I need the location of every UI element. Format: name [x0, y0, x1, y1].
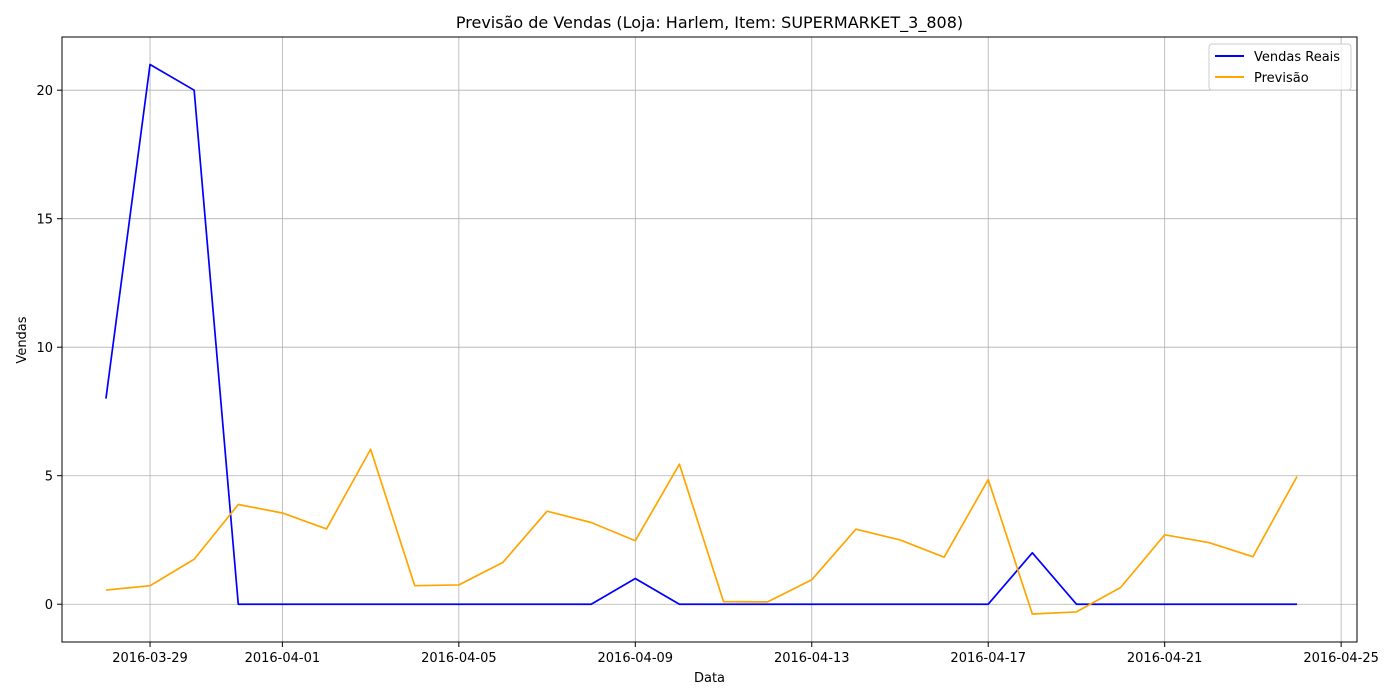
y-tick-label: 10 [36, 341, 53, 356]
x-tick-label: 2016-04-13 [774, 651, 850, 666]
series-line-vendas-reais [105, 63, 1298, 606]
x-axis: 2016-03-29 2016-04-01 2016-04-05 2016-04-09… [112, 642, 1379, 666]
legend-label-previsao: Previsão [1254, 71, 1309, 86]
x-tick-label: 2016-03-29 [112, 651, 188, 666]
y-tick-label: 0 [45, 598, 53, 613]
y-axis-title: Vendas [15, 316, 30, 363]
y-axis: 0 5 10 15 20 [36, 84, 62, 613]
y-tick-label: 5 [45, 470, 53, 485]
legend-box [1208, 43, 1352, 91]
grid-lines [62, 37, 1357, 642]
x-tick-label: 2016-04-17 [950, 651, 1026, 666]
x-tick-label: 2016-04-01 [245, 651, 321, 666]
x-axis-title: Data [694, 671, 725, 686]
x-tick-label: 2016-04-09 [598, 651, 674, 666]
x-tick-label: 2016-04-21 [1127, 651, 1203, 666]
series-line-previsao [105, 448, 1298, 615]
x-tick-label: 2016-04-05 [421, 651, 497, 666]
series-lines [105, 63, 1298, 615]
x-tick-label: 2016-04-25 [1303, 651, 1379, 666]
chart-title: Previsão de Vendas (Loja: Harlem, Item: … [456, 13, 963, 33]
legend-label-vendas-reais: Vendas Reais [1254, 50, 1340, 65]
y-tick-label: 20 [36, 84, 53, 99]
legend: Vendas Reais Previsão [1208, 43, 1352, 91]
y-tick-label: 15 [36, 213, 53, 228]
plot-area [61, 36, 1358, 643]
